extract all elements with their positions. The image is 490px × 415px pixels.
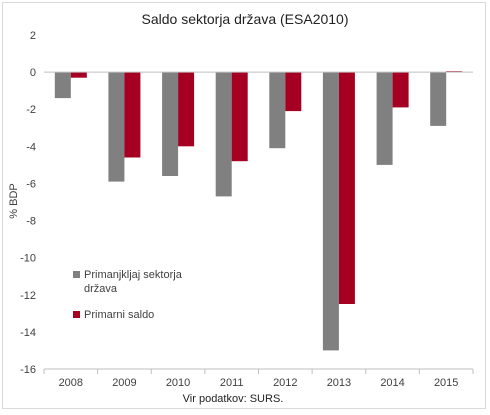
- bar-2009-series-1: [108, 72, 125, 182]
- bar-2011-series-1: [215, 72, 232, 197]
- bar-2008-series-1: [54, 72, 71, 99]
- bar-2013-series-2: [338, 72, 355, 304]
- source-note: Vir podatkov: SURS.: [183, 393, 284, 405]
- y-axis-title: % BDP: [8, 183, 20, 218]
- y-tick-label: 2: [30, 30, 36, 42]
- bar-chart: Saldo sektorja država (ESA2010) % BDP 20…: [8, 11, 474, 405]
- x-tick-label-2010: 2010: [166, 377, 190, 389]
- bar-2014-series-2: [392, 72, 409, 108]
- bars: [54, 71, 463, 351]
- y-tick-label: -12: [20, 290, 36, 302]
- legend-label-primary: Primarni saldo: [84, 309, 154, 321]
- bar-2010-series-2: [178, 72, 195, 147]
- y-tick-label: -2: [26, 104, 36, 116]
- x-tick-label-2012: 2012: [273, 377, 297, 389]
- bar-2009-series-2: [124, 72, 141, 158]
- bar-2013-series-1: [322, 72, 339, 351]
- x-axis: 2008 2009 2010 2011 2012 2013 2014 2015: [43, 71, 474, 389]
- chart-title: Saldo sektorja država (ESA2010): [142, 11, 349, 27]
- y-tick-label: 0: [30, 67, 36, 79]
- legend-label-deficit: Primanjkljaj sektorja: [84, 269, 183, 281]
- bar-2008-series-2: [70, 72, 87, 78]
- legend-swatch-deficit: [73, 271, 80, 278]
- legend-swatch-primary: [73, 311, 80, 318]
- x-tick-label-2013: 2013: [327, 377, 351, 389]
- bar-2015-series-1: [430, 72, 447, 126]
- x-tick-label-2011: 2011: [220, 377, 244, 389]
- x-tick-label-2014: 2014: [380, 377, 404, 389]
- x-tick-label-2008: 2008: [59, 377, 83, 389]
- y-tick-label: -8: [26, 216, 36, 228]
- x-tick-label-2015: 2015: [434, 377, 458, 389]
- bar-2011-series-2: [231, 72, 248, 162]
- bar-2012-series-1: [269, 72, 286, 149]
- y-tick-label: -10: [20, 253, 36, 265]
- y-tick-label: -4: [26, 141, 36, 153]
- legend-label-deficit-line2: država: [84, 283, 118, 295]
- y-axis: 2 0 -2 -4 -6 -8 -10 -12 -14 -16: [20, 30, 36, 376]
- legend: Primanjkljaj sektorja država Primarni sa…: [73, 269, 183, 321]
- x-tick-label-2009: 2009: [112, 377, 136, 389]
- bar-2012-series-2: [285, 72, 302, 112]
- bar-2010-series-1: [162, 72, 179, 176]
- y-tick-label: -14: [20, 327, 36, 339]
- y-tick-label: -6: [26, 178, 36, 190]
- bar-2014-series-1: [376, 72, 393, 165]
- y-tick-label: -16: [20, 364, 36, 376]
